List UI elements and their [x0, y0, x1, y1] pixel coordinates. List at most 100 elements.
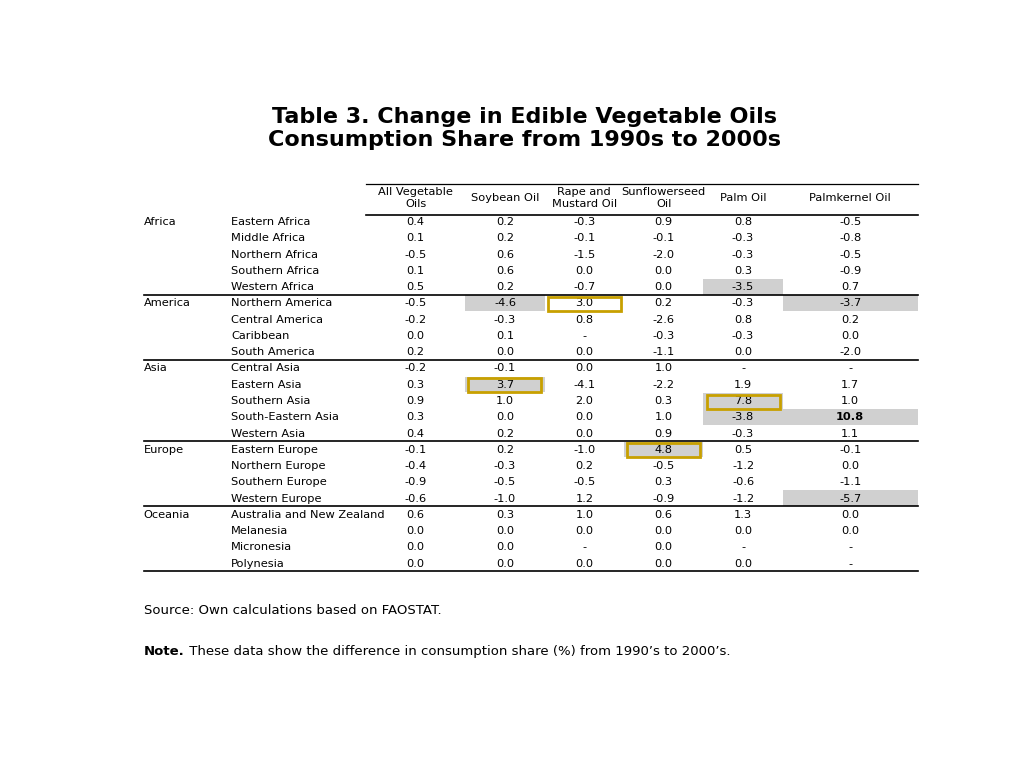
- Text: 2.0: 2.0: [575, 396, 593, 406]
- Bar: [468, 379, 542, 392]
- Text: 0.6: 0.6: [654, 510, 673, 520]
- Text: 10.8: 10.8: [837, 412, 864, 422]
- Text: 0.1: 0.1: [496, 331, 514, 341]
- Text: -0.9: -0.9: [404, 477, 427, 488]
- Text: 0.1: 0.1: [407, 266, 425, 276]
- Text: Micronesia: Micronesia: [231, 542, 292, 552]
- Text: -: -: [741, 363, 745, 373]
- Text: 0.0: 0.0: [407, 526, 425, 536]
- Text: Southern Europe: Southern Europe: [231, 477, 327, 488]
- Text: 0.0: 0.0: [841, 526, 859, 536]
- Text: Melanesia: Melanesia: [231, 526, 289, 536]
- Text: 0.0: 0.0: [575, 429, 593, 439]
- Text: 1.0: 1.0: [575, 510, 593, 520]
- Text: 0.3: 0.3: [496, 510, 514, 520]
- Text: -2.0: -2.0: [839, 347, 861, 357]
- Text: -0.1: -0.1: [652, 233, 675, 243]
- Text: 0.2: 0.2: [496, 217, 514, 227]
- Text: America: America: [143, 299, 190, 309]
- Bar: [782, 295, 918, 311]
- Text: 0.3: 0.3: [407, 412, 425, 422]
- Text: -: -: [583, 542, 587, 552]
- Text: 0.3: 0.3: [407, 379, 425, 389]
- Text: 0.2: 0.2: [575, 461, 593, 471]
- Text: -3.8: -3.8: [732, 412, 754, 422]
- Text: -0.5: -0.5: [839, 250, 861, 260]
- Text: 0.0: 0.0: [575, 266, 593, 276]
- Text: Western Africa: Western Africa: [231, 282, 314, 292]
- Bar: [465, 295, 545, 311]
- Text: -: -: [741, 542, 745, 552]
- Text: -0.3: -0.3: [652, 331, 675, 341]
- Text: -0.5: -0.5: [404, 250, 427, 260]
- Text: 0.2: 0.2: [496, 429, 514, 439]
- Text: -1.2: -1.2: [732, 461, 754, 471]
- Text: 1.3: 1.3: [734, 510, 752, 520]
- Text: 0.9: 0.9: [407, 396, 425, 406]
- Text: -0.6: -0.6: [404, 494, 427, 504]
- Text: 0.4: 0.4: [407, 217, 425, 227]
- Text: 0.0: 0.0: [654, 558, 673, 568]
- Bar: [703, 393, 782, 409]
- Text: -0.5: -0.5: [573, 477, 595, 488]
- Text: 0.2: 0.2: [654, 299, 673, 309]
- Text: 1.9: 1.9: [734, 379, 752, 389]
- Text: 7.8: 7.8: [734, 396, 752, 406]
- Text: -0.1: -0.1: [573, 233, 595, 243]
- Text: -2.0: -2.0: [652, 250, 675, 260]
- Text: Western Asia: Western Asia: [231, 429, 305, 439]
- Text: 1.0: 1.0: [841, 396, 859, 406]
- Text: -0.5: -0.5: [494, 477, 516, 488]
- Bar: [703, 279, 782, 295]
- Bar: [627, 443, 700, 457]
- Text: 0.2: 0.2: [496, 233, 514, 243]
- Text: 1.7: 1.7: [841, 379, 859, 389]
- Text: -0.5: -0.5: [404, 299, 427, 309]
- Text: -0.1: -0.1: [494, 363, 516, 373]
- Text: 0.7: 0.7: [841, 282, 859, 292]
- Text: Palmkernel Oil: Palmkernel Oil: [809, 193, 891, 203]
- Text: -4.6: -4.6: [494, 299, 516, 309]
- Bar: [624, 442, 703, 457]
- Text: -: -: [583, 331, 587, 341]
- Text: South-Eastern Asia: South-Eastern Asia: [231, 412, 339, 422]
- Text: 0.0: 0.0: [654, 266, 673, 276]
- Text: -2.2: -2.2: [652, 379, 675, 389]
- Text: -0.9: -0.9: [839, 266, 861, 276]
- Text: Central America: Central America: [231, 315, 324, 325]
- Bar: [707, 395, 779, 409]
- Bar: [782, 491, 918, 506]
- Text: 0.0: 0.0: [496, 558, 514, 568]
- Text: 0.0: 0.0: [496, 347, 514, 357]
- Text: 0.0: 0.0: [575, 526, 593, 536]
- Text: 0.0: 0.0: [654, 526, 673, 536]
- Text: Australia and New Zealand: Australia and New Zealand: [231, 510, 385, 520]
- Text: -0.3: -0.3: [494, 461, 516, 471]
- Text: 1.0: 1.0: [654, 363, 673, 373]
- Text: All Vegetable
Oils: All Vegetable Oils: [378, 187, 453, 209]
- Text: 0.4: 0.4: [407, 429, 425, 439]
- Text: 0.0: 0.0: [841, 331, 859, 341]
- Text: -1.0: -1.0: [494, 494, 516, 504]
- Text: 0.0: 0.0: [654, 282, 673, 292]
- Text: -: -: [848, 363, 852, 373]
- Text: 0.2: 0.2: [496, 445, 514, 455]
- Text: These data show the difference in consumption share (%) from 1990’s to 2000’s.: These data show the difference in consum…: [185, 645, 731, 658]
- Text: 0.6: 0.6: [407, 510, 425, 520]
- Text: -4.1: -4.1: [573, 379, 595, 389]
- Bar: [703, 409, 782, 425]
- Text: Africa: Africa: [143, 217, 176, 227]
- Text: -0.3: -0.3: [494, 315, 516, 325]
- Text: -2.6: -2.6: [652, 315, 675, 325]
- Text: 0.8: 0.8: [575, 315, 593, 325]
- Text: -1.0: -1.0: [573, 445, 595, 455]
- Text: 0.9: 0.9: [654, 429, 673, 439]
- Text: Polynesia: Polynesia: [231, 558, 285, 568]
- Text: -1.1: -1.1: [839, 477, 861, 488]
- Text: Northern Africa: Northern Africa: [231, 250, 318, 260]
- Text: -0.7: -0.7: [573, 282, 595, 292]
- Text: Source: Own calculations based on FAOSTAT.: Source: Own calculations based on FAOSTA…: [143, 604, 441, 617]
- Text: 0.0: 0.0: [496, 542, 514, 552]
- Text: 0.0: 0.0: [734, 526, 752, 536]
- Text: 0.0: 0.0: [496, 526, 514, 536]
